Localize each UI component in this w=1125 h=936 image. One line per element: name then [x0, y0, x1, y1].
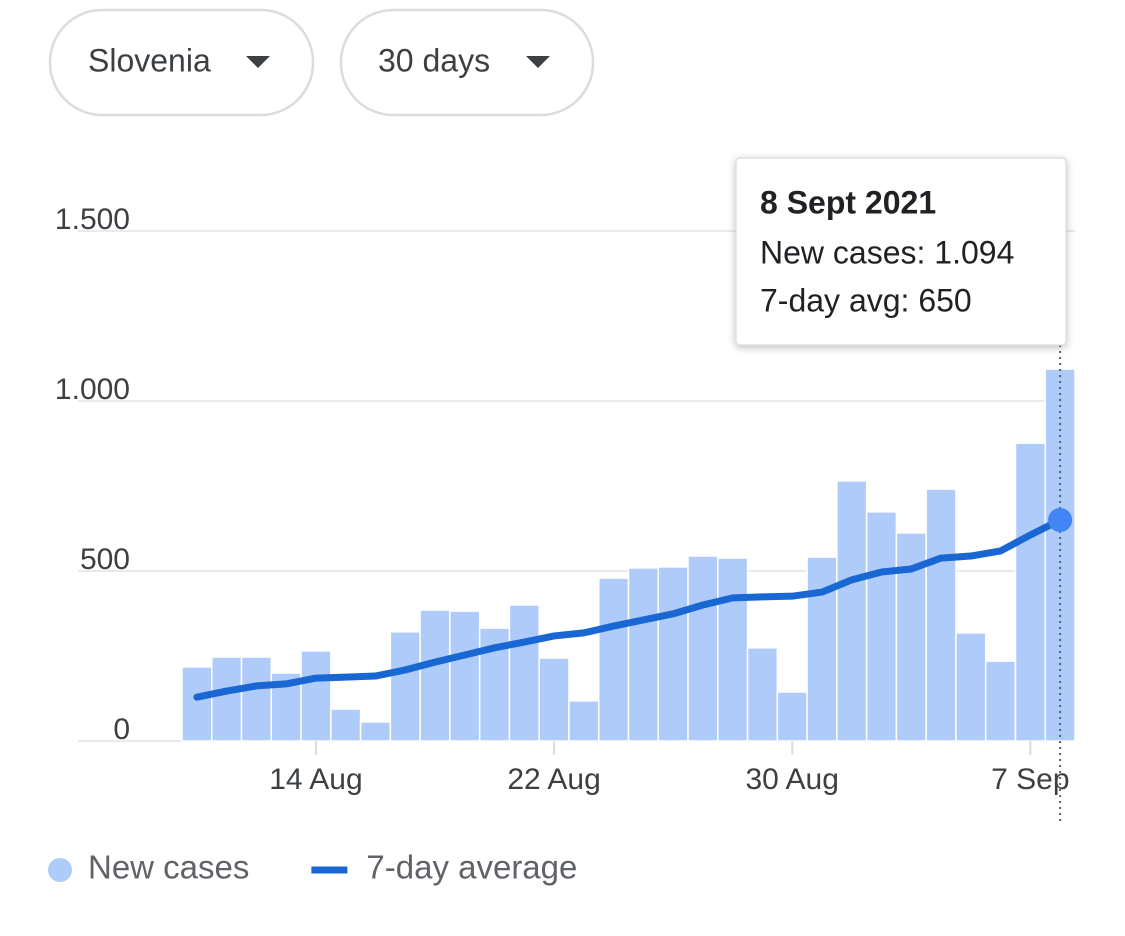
bar — [865, 511, 898, 742]
bar — [627, 567, 660, 742]
dropdown-arrow[interactable] — [526, 56, 550, 68]
legend-label: New cases — [88, 849, 249, 886]
line — [193, 516, 1064, 701]
bar — [330, 708, 362, 742]
bar — [717, 557, 749, 742]
bar — [925, 488, 957, 742]
y-tick-label: 500 — [80, 543, 130, 576]
tooltip-line: New cases: 1.094 — [760, 234, 1014, 270]
bar — [687, 555, 719, 742]
bar — [1014, 442, 1046, 742]
bar — [359, 721, 392, 742]
bar — [211, 656, 243, 742]
x-tick-label: 7 Sep — [991, 763, 1069, 796]
bar — [181, 666, 213, 742]
bar — [836, 480, 868, 742]
dropdown-label[interactable]: Slovenia — [88, 42, 211, 78]
country-dropdown[interactable] — [48, 8, 315, 117]
bar — [984, 660, 1017, 742]
y-tick-label: 1.500 — [55, 203, 130, 236]
tooltip — [735, 157, 1067, 346]
y-tick-label: 0 — [113, 713, 130, 746]
tooltip-line: 7-day avg: 650 — [760, 282, 972, 318]
y-tick-label: 1.000 — [55, 373, 130, 406]
bar — [449, 610, 481, 742]
range-dropdown[interactable] — [339, 8, 595, 117]
dropdown-arrow[interactable] — [246, 56, 270, 68]
x-tick-label: 30 Aug — [745, 763, 838, 796]
bar — [508, 604, 540, 742]
legend-label: 7-day average — [366, 849, 577, 886]
tooltip-title: 8 Sept 2021 — [760, 184, 936, 220]
bar — [240, 656, 273, 742]
bar — [746, 647, 779, 742]
x-tick-label: 22 Aug — [507, 763, 600, 796]
bar — [419, 609, 451, 742]
bar — [568, 700, 600, 742]
dropdown-label[interactable]: 30 days — [378, 42, 490, 78]
bar — [300, 650, 332, 742]
hover-point — [1048, 508, 1073, 532]
bar — [657, 566, 689, 742]
bar — [538, 657, 570, 742]
legend-swatch — [48, 858, 72, 882]
bar — [776, 691, 808, 742]
x-tick-label: 14 Aug — [269, 763, 362, 796]
bar — [597, 577, 630, 742]
bar — [389, 631, 421, 742]
bar — [955, 632, 987, 742]
